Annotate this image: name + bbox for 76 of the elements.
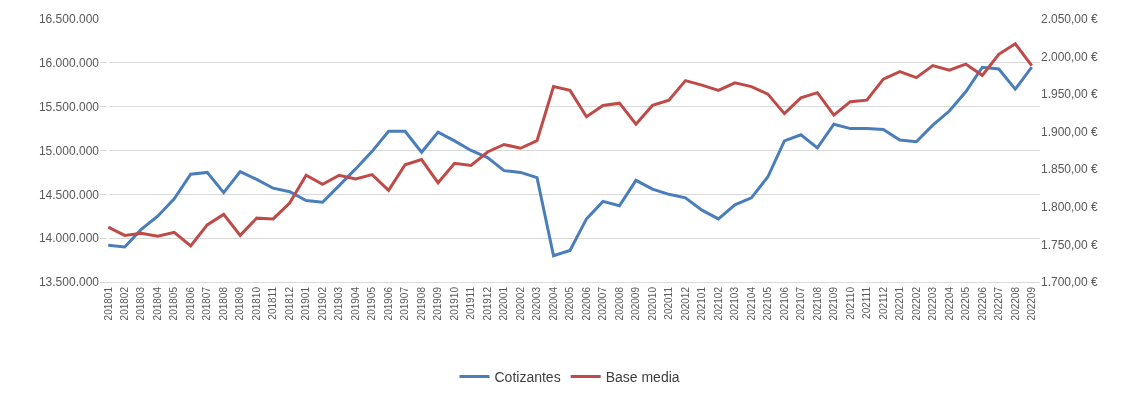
x-tick-label: 202001: [498, 286, 510, 321]
x-tick-label: 201903: [333, 286, 345, 321]
x-tick-label: 201909: [432, 286, 444, 321]
y-tick-label: 14.000.000: [38, 231, 100, 246]
x-tick-label: 201905: [366, 286, 378, 321]
y2-tick-label: 1.950,00 €: [1041, 87, 1099, 102]
x-tick-label: 201901: [300, 286, 312, 321]
x-tick-label: 202104: [745, 286, 757, 321]
x-tick-label: 202102: [712, 286, 724, 321]
x-tick-label: 201811: [267, 286, 279, 320]
y-tick-label: 13.500.000: [38, 275, 100, 290]
x-tick-label: 202009: [630, 286, 642, 321]
x-tick-label: 202206: [976, 286, 988, 321]
y2-tick-label: 2.000,00 €: [1041, 49, 1099, 64]
x-tick-label: 201812: [283, 286, 295, 321]
x-tick-label: 201810: [250, 286, 262, 321]
y-tick-label: 16.500.000: [38, 12, 100, 27]
y-tick-label: 16.000.000: [38, 56, 100, 71]
x-tick-label: 202202: [910, 286, 922, 321]
x-tick-label: 201804: [151, 286, 163, 321]
x-tick-label: 202106: [778, 286, 790, 321]
x-tick-label: 201907: [399, 286, 411, 321]
x-tick-label: 202111: [861, 286, 873, 319]
x-tick-label: 201808: [217, 286, 229, 321]
x-tick-label: 201805: [168, 286, 180, 321]
x-tick-label: 202204: [943, 286, 955, 321]
y2-tick-label: 1.850,00 €: [1041, 162, 1099, 177]
x-tick-label: 201908: [415, 286, 427, 321]
y-tick-label: 15.000.000: [38, 143, 100, 158]
x-tick-label: 202012: [679, 286, 691, 321]
x-tick-label: 202004: [547, 286, 559, 321]
y2-tick-label: 2.050,00 €: [1041, 12, 1099, 27]
x-tick-label: 202011: [663, 286, 675, 320]
x-tick-label: 201802: [118, 286, 130, 321]
y-tick-label: 15.500.000: [38, 99, 100, 114]
legend-label: Base media: [605, 368, 680, 385]
x-tick-label: 201803: [135, 286, 147, 321]
x-tick-label: 202006: [580, 286, 592, 321]
x-tick-label: 202208: [1009, 286, 1021, 321]
x-tick-label: 201801: [102, 286, 114, 321]
y-tick-label: 14.500.000: [38, 187, 100, 202]
x-tick-label: 202209: [1026, 286, 1037, 321]
y2-tick-label: 1.800,00 €: [1041, 200, 1099, 215]
x-tick-label: 201911: [465, 286, 477, 320]
x-tick-label: 202112: [877, 286, 889, 320]
x-tick-label: 202010: [646, 286, 658, 321]
legend-label: Cotizantes: [494, 368, 561, 385]
y2-tick-label: 1.700,00 €: [1041, 275, 1099, 290]
x-tick-label: 202003: [531, 286, 543, 321]
x-tick-label: 202109: [828, 286, 840, 321]
x-tick-label: 202005: [564, 286, 576, 321]
x-tick-label: 202203: [927, 286, 939, 321]
x-tick-label: 202103: [729, 286, 741, 321]
x-tick-label: 201910: [448, 286, 460, 321]
x-tick-label: 201912: [481, 286, 493, 321]
x-tick-label: 202107: [795, 286, 807, 321]
x-tick-label: 202108: [811, 286, 823, 321]
x-tick-label: 202207: [993, 286, 1005, 321]
x-tick-label: 202002: [514, 286, 526, 321]
x-tick-label: 201902: [316, 286, 328, 321]
y2-tick-label: 1.900,00 €: [1041, 124, 1099, 139]
x-tick-label: 201807: [201, 286, 213, 321]
x-tick-label: 202101: [696, 286, 708, 321]
x-tick-label: 202201: [894, 286, 906, 321]
x-tick-label: 202007: [597, 286, 609, 321]
y2-tick-label: 1.750,00 €: [1041, 237, 1099, 252]
x-tick-label: 202008: [613, 286, 625, 321]
x-tick-label: 202105: [762, 286, 774, 321]
x-tick-label: 201806: [184, 286, 196, 321]
line-series: [106, 65, 1034, 258]
x-tick-label: 201906: [382, 286, 394, 321]
x-tick-label: 202205: [960, 286, 972, 321]
x-tick-label: 201904: [349, 286, 361, 321]
x-tick-label: 202110: [844, 286, 856, 320]
line-series: [106, 42, 1034, 248]
x-tick-label: 201809: [234, 286, 246, 321]
